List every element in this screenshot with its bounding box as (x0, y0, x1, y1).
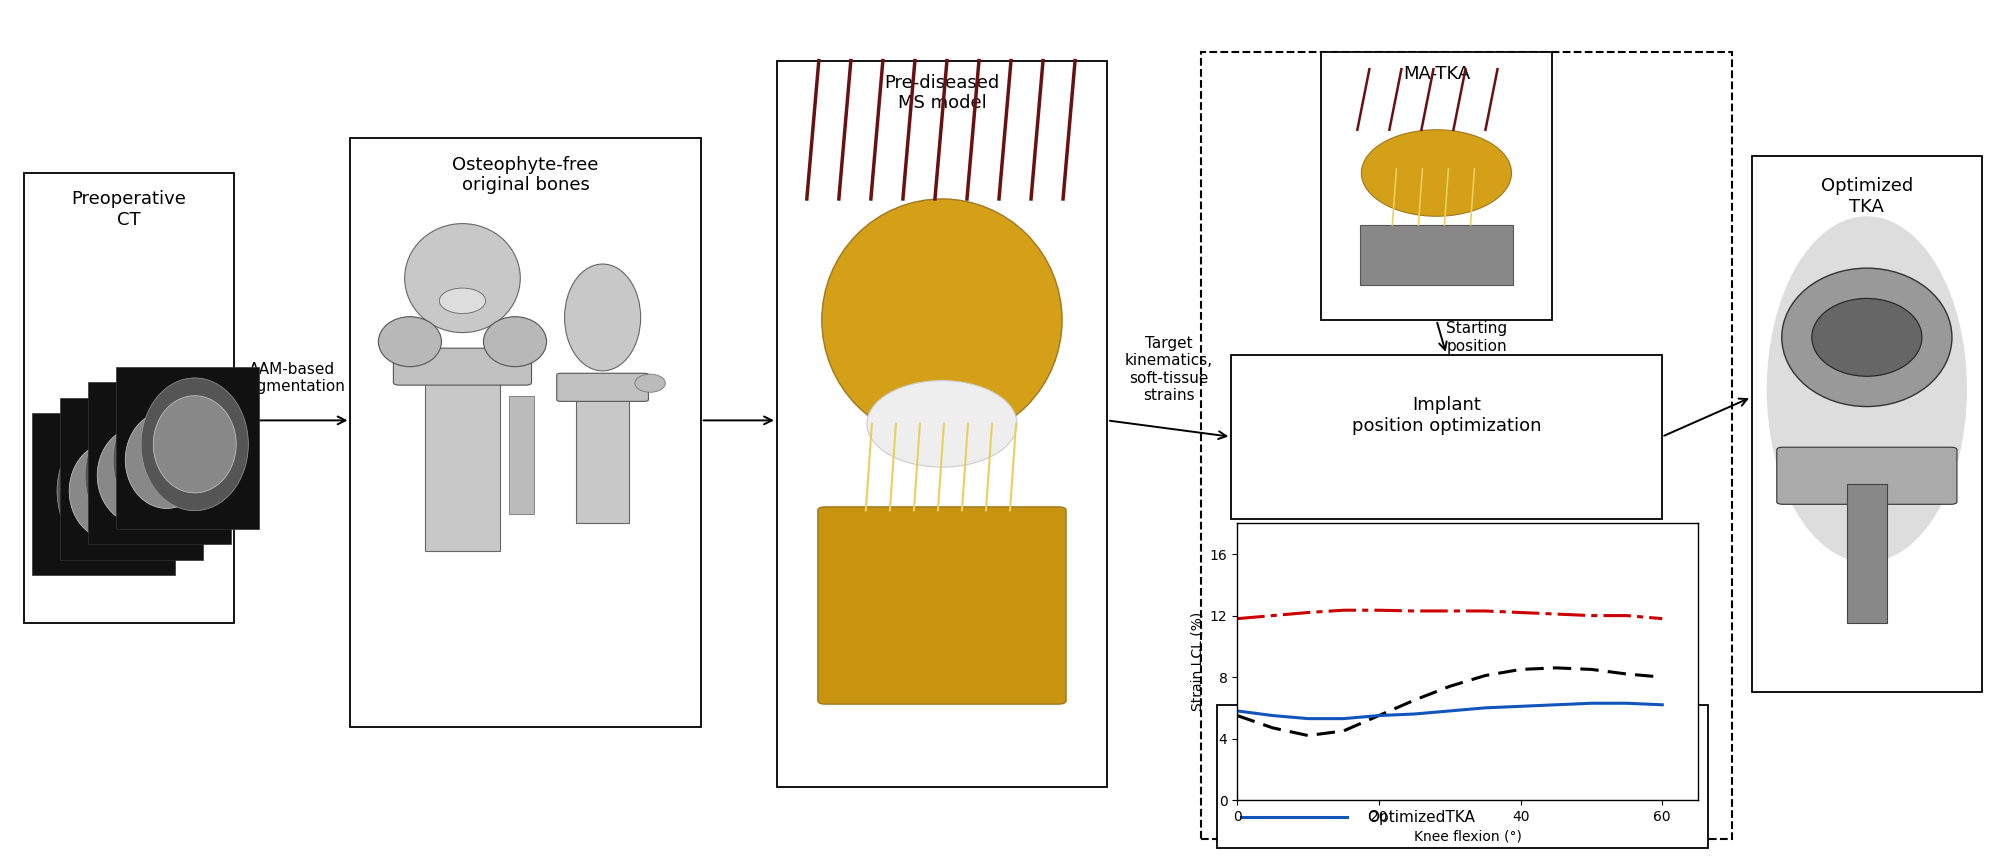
FancyBboxPatch shape (577, 391, 629, 522)
FancyBboxPatch shape (509, 396, 535, 514)
FancyBboxPatch shape (24, 173, 234, 623)
FancyBboxPatch shape (1361, 225, 1514, 285)
Ellipse shape (154, 395, 236, 493)
Ellipse shape (84, 409, 192, 541)
FancyBboxPatch shape (424, 378, 500, 550)
Ellipse shape (140, 378, 248, 510)
Ellipse shape (1782, 268, 1952, 407)
Ellipse shape (378, 317, 440, 367)
Text: Implant
position optimization: Implant position optimization (1351, 396, 1542, 434)
Ellipse shape (635, 375, 665, 392)
X-axis label: Knee flexion (°): Knee flexion (°) (1413, 830, 1522, 843)
Ellipse shape (112, 394, 220, 526)
FancyBboxPatch shape (777, 61, 1107, 787)
Ellipse shape (56, 425, 164, 557)
FancyBboxPatch shape (1778, 447, 1956, 504)
Text: Target
kinematics,
soft-tissue
strains: Target kinematics, soft-tissue strains (1125, 336, 1213, 403)
Text: Preoperative
CT: Preoperative CT (72, 190, 186, 229)
Text: OptimizedTKA: OptimizedTKA (1367, 810, 1475, 824)
FancyBboxPatch shape (60, 398, 202, 560)
FancyBboxPatch shape (1752, 156, 1982, 692)
FancyBboxPatch shape (557, 374, 649, 401)
Ellipse shape (1768, 216, 1966, 562)
Y-axis label: Strain LCL (%): Strain LCL (%) (1191, 612, 1205, 711)
Ellipse shape (98, 426, 180, 524)
Text: MA-TKA: MA-TKA (1403, 65, 1469, 83)
Ellipse shape (565, 264, 641, 371)
Ellipse shape (1812, 298, 1922, 376)
FancyBboxPatch shape (88, 382, 230, 544)
Text: AAM-based
segmentation: AAM-based segmentation (240, 362, 344, 394)
Ellipse shape (126, 411, 208, 509)
Text: Pre-diseased
MS model: Pre-diseased MS model (885, 74, 999, 112)
Ellipse shape (404, 223, 521, 332)
Ellipse shape (482, 317, 547, 367)
FancyBboxPatch shape (1217, 705, 1708, 848)
FancyBboxPatch shape (116, 367, 258, 529)
FancyBboxPatch shape (392, 348, 531, 385)
Text: MA-TKA: MA-TKA (1367, 769, 1423, 784)
Text: Starting
position: Starting position (1445, 321, 1508, 354)
FancyBboxPatch shape (350, 138, 701, 727)
FancyBboxPatch shape (1321, 52, 1552, 320)
Text: Osteophyte-free
original bones: Osteophyte-free original bones (452, 156, 599, 195)
FancyBboxPatch shape (32, 413, 174, 575)
FancyBboxPatch shape (1846, 484, 1886, 623)
FancyBboxPatch shape (1231, 355, 1662, 519)
Ellipse shape (438, 288, 486, 313)
Ellipse shape (70, 442, 152, 540)
Ellipse shape (823, 199, 1061, 441)
Ellipse shape (1361, 130, 1512, 216)
Text: Optimized
TKA: Optimized TKA (1820, 177, 1914, 216)
Text: Pre-diseased: Pre-diseased (1367, 728, 1465, 743)
Ellipse shape (867, 381, 1017, 467)
FancyBboxPatch shape (819, 507, 1065, 704)
